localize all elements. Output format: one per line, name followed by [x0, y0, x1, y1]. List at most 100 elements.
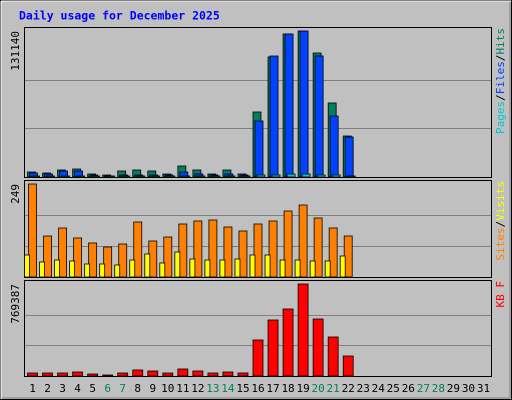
bar-sites-sites-day-7 — [114, 264, 121, 278]
bar-hits-pages-day-3 — [61, 175, 70, 178]
bar-hits-pages-day-5 — [91, 175, 101, 178]
bar-kbytes-kb-f-day-16 — [252, 339, 264, 377]
x-tick-label-day-19: 19 — [296, 382, 309, 395]
x-axis-labels: 1 2 3 4 5 6 7 8 9 10 11 12 13 14 15 16 17 18 19 20 21 22 23 24 2… — [29, 382, 490, 395]
legend-kbytes: KB F — [494, 281, 507, 308]
bar-hits-files-day-19 — [299, 30, 309, 178]
x-tick-label-day-23: 23 — [357, 382, 370, 395]
x-tick-label-day-27: 27 — [417, 382, 430, 395]
x-tick-label-day-29: 29 — [447, 382, 460, 395]
bar-sites-sites-day-22 — [339, 255, 346, 278]
bar-hits-pages-day-16 — [256, 174, 266, 178]
bar-kbytes-kb-f-day-4 — [72, 371, 84, 377]
bar-kbytes-kb-f-day-3 — [57, 372, 68, 377]
bar-sites-visits-day-19 — [298, 204, 308, 278]
bar-sites-sites-day-4 — [69, 260, 76, 278]
bar-hits-files-day-22 — [344, 136, 354, 178]
panel-sites: 249 Sites/Visits — [9, 180, 507, 278]
bar-sites-sites-day-6 — [99, 263, 106, 278]
x-tick-label-day-11: 11 — [176, 382, 189, 395]
bar-sites-sites-day-10 — [159, 262, 166, 278]
bar-hits-pages-day-18 — [286, 173, 296, 178]
bar-kbytes-kb-f-day-20 — [312, 318, 324, 377]
legend-separator: / — [494, 94, 507, 101]
bar-hits-pages-day-22 — [346, 175, 356, 178]
x-tick-label-day-17: 17 — [266, 382, 279, 395]
chart-title: Daily usage for December 2025 — [19, 9, 220, 23]
panel-kbytes: 769387 KB F — [9, 280, 507, 377]
bar-hits-pages-day-13 — [211, 175, 221, 178]
bar-sites-visits-day-4 — [73, 237, 83, 278]
bar-kbytes-kb-f-day-8 — [132, 369, 144, 377]
x-tick-label-day-26: 26 — [402, 382, 415, 395]
bar-kbytes-kb-f-day-12 — [192, 370, 204, 377]
bar-sites-visits-day-12 — [193, 220, 203, 278]
bar-sites-visits-day-5 — [88, 242, 98, 278]
bar-kbytes-kb-f-day-1 — [27, 372, 38, 377]
bar-hits-pages-day-15 — [241, 175, 251, 178]
bar-sites-visits-day-17 — [268, 220, 278, 278]
x-tick-label-day-2: 2 — [44, 382, 51, 395]
bar-sites-visits-day-11 — [178, 223, 188, 278]
bar-sites-visits-day-15 — [238, 230, 248, 278]
bar-sites-sites-day-15 — [234, 258, 241, 278]
x-tick-label-day-28: 28 — [432, 382, 445, 395]
bar-hits-pages-day-6 — [106, 175, 116, 178]
bar-sites-sites-day-19 — [294, 259, 301, 278]
x-tick-label-day-24: 24 — [372, 382, 386, 395]
x-tick-label-day-7: 7 — [119, 382, 126, 395]
bar-hits-pages-day-11 — [181, 175, 191, 178]
bar-hits-pages-day-4 — [76, 175, 86, 178]
x-tick-label-day-10: 10 — [161, 382, 174, 395]
legend-entry: Visits — [494, 181, 507, 221]
x-tick-label-day-20: 20 — [312, 382, 325, 395]
x-tick-label-day-3: 3 — [59, 382, 66, 395]
bar-hits-pages-day-1 — [31, 175, 40, 178]
bar-kbytes-kb-f-day-22 — [342, 355, 354, 377]
legend-entry: KB F — [494, 281, 507, 308]
bar-kbytes-kb-f-day-5 — [87, 373, 99, 377]
bar-kbytes-kb-f-day-19 — [297, 283, 309, 377]
x-tick-label-day-16: 16 — [251, 382, 264, 395]
bar-sites-sites-day-17 — [264, 254, 271, 278]
bar-sites-sites-day-5 — [84, 263, 91, 278]
bar-sites-visits-day-21 — [328, 227, 338, 278]
bar-sites-visits-day-8 — [133, 221, 143, 278]
x-tick-label-day-5: 5 — [89, 382, 96, 395]
bar-hits-files-day-20 — [314, 55, 324, 178]
bar-sites-sites-day-13 — [204, 259, 211, 278]
bar-sites-visits-day-20 — [313, 217, 323, 278]
legend-entry: Files — [494, 61, 507, 94]
bar-hits-files-day-18 — [284, 33, 294, 178]
bar-sites-visits-day-6 — [103, 246, 113, 278]
bar-hits-files-day-16 — [254, 120, 264, 178]
bar-sites-sites-day-9 — [144, 253, 151, 278]
max-label-hits: 131140 — [9, 31, 22, 71]
x-tick-label-day-8: 8 — [134, 382, 141, 395]
x-tick-label-day-31: 31 — [477, 382, 490, 395]
bar-sites-visits-day-1 — [28, 183, 37, 278]
bar-kbytes-kb-f-day-13 — [207, 372, 219, 377]
bar-hits-pages-day-21 — [331, 174, 341, 178]
bar-sites-sites-day-14 — [219, 259, 226, 278]
bar-hits-pages-day-8 — [136, 175, 146, 178]
bar-kbytes-kb-f-day-9 — [147, 370, 159, 377]
bar-sites-visits-day-14 — [223, 226, 233, 278]
bar-sites-sites-day-11 — [174, 251, 181, 278]
bar-sites-sites-day-21 — [324, 260, 331, 278]
bar-kbytes-kb-f-day-7 — [117, 372, 129, 377]
legend-entry: Sites — [494, 227, 507, 260]
bar-sites-sites-day-2 — [39, 261, 45, 278]
bar-sites-visits-day-3 — [58, 227, 67, 278]
chart-panels: 131140Pages/Files/Hits249Sites/Visits769… — [9, 27, 507, 377]
bar-kbytes-kb-f-day-6 — [102, 374, 114, 377]
bar-kbytes-kb-f-day-11 — [177, 368, 189, 377]
bar-sites-visits-day-16 — [253, 223, 263, 278]
x-tick-label-day-18: 18 — [281, 382, 294, 395]
legend-entry: Hits — [494, 28, 507, 55]
max-label-sites: 249 — [9, 184, 22, 204]
bar-hits-pages-day-2 — [46, 175, 55, 178]
bar-sites-visits-day-13 — [208, 219, 218, 278]
bar-kbytes-kb-f-day-14 — [222, 371, 234, 377]
